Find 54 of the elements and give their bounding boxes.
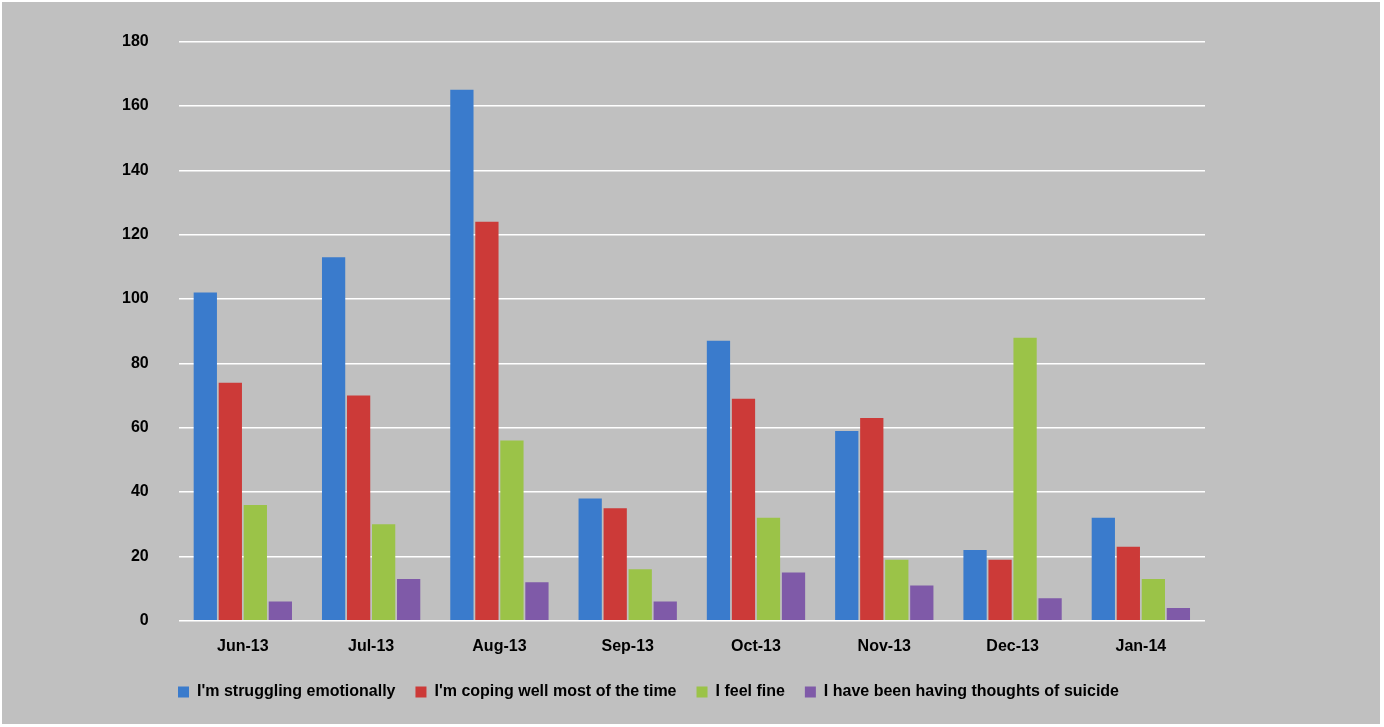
- y-tick-label: 0: [139, 611, 149, 629]
- bar: [578, 498, 602, 621]
- bar: [1013, 337, 1037, 621]
- x-tick-label: Aug-13: [472, 636, 527, 654]
- y-tick-label: 40: [130, 482, 149, 500]
- x-tick-label: Sep-13: [601, 636, 655, 654]
- y-tick-label: 120: [121, 225, 149, 243]
- bar: [963, 550, 987, 621]
- bar: [193, 292, 217, 621]
- y-tick-label: 20: [130, 546, 149, 564]
- y-tick-label: 80: [130, 353, 149, 371]
- x-tick-label: Jan-14: [1115, 636, 1167, 654]
- bar: [1141, 578, 1165, 621]
- legend-label: I'm struggling emotionally: [196, 682, 396, 700]
- x-tick-label: Oct-13: [731, 636, 781, 654]
- bar: [243, 504, 267, 621]
- y-tick-label: 160: [121, 96, 149, 114]
- bar: [450, 89, 474, 621]
- y-tick-label: 140: [121, 160, 149, 178]
- bar: [706, 340, 731, 621]
- bar: [885, 559, 909, 621]
- x-tick-label: Dec-13: [986, 636, 1039, 654]
- bar: [731, 398, 756, 621]
- x-tick-label: Jun-13: [217, 636, 269, 654]
- bar: [628, 569, 652, 621]
- bar: [1116, 546, 1140, 621]
- y-tick-label: 60: [130, 418, 149, 436]
- bar: [268, 601, 292, 621]
- bar: [756, 517, 781, 621]
- bar: [218, 382, 242, 621]
- bar: [346, 395, 371, 621]
- legend-label: I have been having thoughts of suicide: [823, 682, 1120, 700]
- legend-label: I'm coping well most of the time: [434, 682, 677, 700]
- bar: [653, 601, 677, 621]
- bar: [500, 440, 524, 621]
- bar: [1166, 607, 1191, 621]
- bar: [475, 221, 499, 621]
- bar: [321, 257, 346, 621]
- legend-label: I feel fine: [715, 682, 785, 700]
- bar: [860, 418, 884, 621]
- bar: [781, 572, 806, 621]
- bar: [835, 430, 859, 621]
- x-tick-label: Nov-13: [857, 636, 912, 654]
- y-tick-label: 180: [121, 32, 149, 50]
- bar: [397, 578, 421, 621]
- bar: [988, 559, 1012, 621]
- bar: [1091, 517, 1115, 621]
- bar: [603, 508, 627, 621]
- bar: [525, 582, 549, 621]
- bar: [910, 585, 934, 621]
- y-tick-label: 100: [121, 289, 149, 307]
- bar: [372, 524, 396, 621]
- x-tick-label: Jul-13: [348, 636, 395, 654]
- bar: [1038, 598, 1062, 621]
